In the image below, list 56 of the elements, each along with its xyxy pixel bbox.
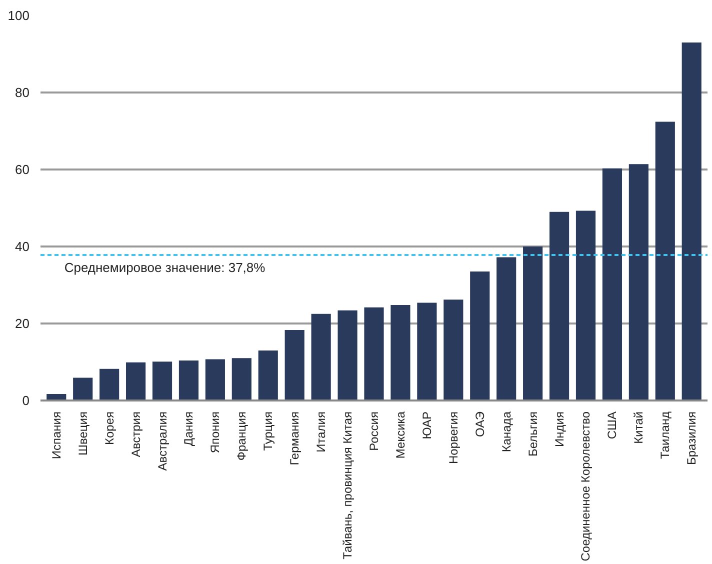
x-tick-label: Испания <box>49 412 64 460</box>
x-tick-label: Германия <box>288 412 302 466</box>
bar <box>655 122 675 400</box>
x-tick-label: Австралия <box>155 411 170 471</box>
x-tick-label: Франция <box>234 412 249 461</box>
bar <box>549 212 570 400</box>
x-tick-label: Бразилия <box>684 411 699 465</box>
bar <box>311 314 331 400</box>
bar <box>258 350 278 400</box>
bar <box>178 360 199 400</box>
bar <box>100 368 120 400</box>
x-tick-label: Корея <box>102 411 116 446</box>
x-tick-label: ОАЭ <box>472 411 487 437</box>
x-tick-label: Норвегия <box>446 411 460 464</box>
bar <box>232 358 252 400</box>
bar <box>364 307 384 400</box>
x-tick-label: Бельгия <box>526 412 540 456</box>
x-tick-label: Италия <box>314 411 328 452</box>
bar <box>496 257 516 400</box>
x-tick-label: Тайвань, провинция Китая <box>340 411 355 560</box>
x-tick-label: Соединенное Королевство <box>578 411 593 562</box>
ref-line-label: Среднемировое значение: 37,8% <box>64 260 266 275</box>
x-tick-label: Таиланд <box>658 411 672 459</box>
y-tick-label: 80 <box>15 85 30 100</box>
y-tick-label: 60 <box>15 162 30 177</box>
bar <box>576 210 596 400</box>
x-tick-label: Турция <box>261 411 276 451</box>
bar <box>682 42 702 400</box>
x-tick-label: Япония <box>208 411 222 454</box>
bar <box>628 164 648 400</box>
x-tick-label: ЮАР <box>420 412 434 440</box>
x-tick-label: Индия <box>552 411 566 447</box>
bar <box>602 168 622 400</box>
bar <box>523 246 543 400</box>
x-tick-label: Канада <box>499 411 514 452</box>
bar <box>152 362 172 400</box>
bar <box>444 300 464 400</box>
x-tick-label: Швеция <box>76 411 90 456</box>
x-tick-label: США <box>605 411 620 440</box>
bar <box>73 378 93 400</box>
x-tick-label: Мексика <box>393 411 408 459</box>
bar <box>205 359 225 400</box>
x-tick-label: Австрия <box>128 411 143 458</box>
y-tick-label: 40 <box>15 239 30 254</box>
x-tick-label: Дания <box>182 411 196 446</box>
bar <box>417 302 437 400</box>
bar <box>390 305 410 400</box>
x-tick-label: Россия <box>367 411 381 451</box>
bar <box>470 272 490 400</box>
x-tick-label: Китай <box>632 411 646 444</box>
bar <box>338 310 358 400</box>
y-tick-label: 20 <box>15 316 30 331</box>
y-tick-label: 100 <box>8 8 30 23</box>
bar <box>284 330 304 400</box>
bar <box>126 362 146 400</box>
y-tick-label: 0 <box>22 393 30 408</box>
